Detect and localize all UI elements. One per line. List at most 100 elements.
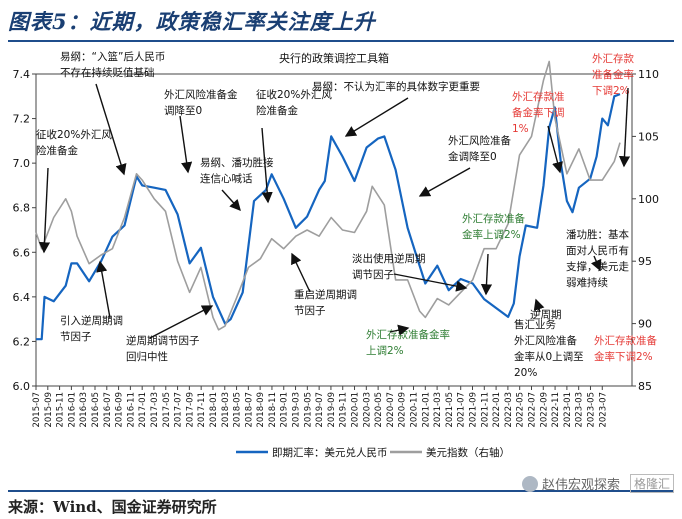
annotation-arrow <box>149 305 214 339</box>
watermark-text: 赵伟宏观探索 <box>541 478 620 493</box>
chart-title: 央行的政策调控工具箱 <box>279 51 389 65</box>
annotation-arrow <box>344 97 409 137</box>
annotation-a10-line: 外汇存款 <box>592 52 634 65</box>
annotation-a18-line: 金率从0上调至 <box>514 350 584 363</box>
x-tick-label: 2020-09 <box>398 392 408 428</box>
annotation-a4-line: 征收20%外汇风 <box>256 88 332 101</box>
annotation-arrow <box>418 167 471 197</box>
annotation-arrow <box>95 83 127 176</box>
x-tick-label: 2023-03 <box>575 392 585 428</box>
annotation-a15-line: 外汇存款准备金率 <box>366 328 450 341</box>
figure-title: 图表5：近期，政策稳汇率关注度上升 <box>8 9 376 34</box>
y-left-tick-label: 6.2 <box>13 335 31 348</box>
x-tick-label: 2019-07 <box>315 392 325 428</box>
y-left-tick-label: 6.6 <box>13 246 31 259</box>
y-right-tick-label: 95 <box>638 255 652 268</box>
annotation-a13-line: 重启逆周期调 <box>294 288 357 301</box>
series-dxy-line <box>35 60 621 331</box>
y-left-tick-label: 7.2 <box>13 113 31 126</box>
annotation-a1-line: 不存在持续贬值基础 <box>60 66 155 79</box>
x-tick-label: 2019-03 <box>292 392 302 428</box>
annotation-arrow <box>547 125 563 174</box>
annotation-arrow <box>590 255 602 272</box>
annotation-a6-line: 易纲、潘功胜接 <box>200 156 274 169</box>
x-tick-label: 2021-03 <box>433 392 443 428</box>
x-tick-label: 2017-07 <box>174 392 184 428</box>
x-tick-label: 2023-07 <box>598 392 608 428</box>
source-note: 来源：Wind、国金证券研究所 <box>8 498 217 516</box>
x-tick-label: 2017-11 <box>197 392 207 428</box>
annotation-a17-line: 面对人民币有 <box>566 244 629 257</box>
y-right-tick-label: 100 <box>638 193 659 206</box>
annotation-a18-line: 20% <box>514 367 537 379</box>
x-tick-label: 2016-05 <box>91 392 101 428</box>
x-tick-label: 2017-09 <box>185 392 195 428</box>
x-tick-label: 2020-01 <box>351 392 361 428</box>
x-tick-label: 2016-09 <box>115 392 125 428</box>
title-rule <box>8 40 674 42</box>
annotation-a9-line: 1% <box>512 123 529 135</box>
annotation-a7-line: 金调降至0 <box>448 150 497 163</box>
annotation-arrow <box>480 253 493 296</box>
x-tick-label: 2016-03 <box>79 392 89 428</box>
y-right-tick-label: 110 <box>638 68 659 81</box>
x-tick-label: 2023-05 <box>586 392 596 428</box>
annotation-a1-line: 易纲：“入篮”后人民币 <box>60 50 165 63</box>
annotation-arrow <box>221 189 241 212</box>
annotation-a14-line: 淡出使用逆周期 <box>352 252 426 265</box>
x-tick-label: 2018-11 <box>268 392 278 428</box>
x-tick-label: 2016-11 <box>126 392 136 428</box>
x-tick-label: 2022-07 <box>527 392 537 428</box>
y-right-tick-label: 85 <box>638 380 652 393</box>
annotation-a7-line: 外汇风险准备 <box>448 134 511 147</box>
annotation-a11-line: 引入逆周期调 <box>60 314 123 327</box>
annotation-arrow <box>179 115 193 174</box>
annotation-a10-line: 下调2% <box>592 85 630 97</box>
x-tick-label: 2018-07 <box>244 392 254 428</box>
annotation-arrow <box>291 252 311 293</box>
x-tick-label: 2019-05 <box>303 392 313 428</box>
annotation-a13-line: 节因子 <box>294 305 326 317</box>
annotation-a18-line: 外汇风险准备 <box>514 334 577 347</box>
annotation-a15-line: 上调2% <box>366 345 404 357</box>
annotation-a12-line: 逆周期调节因子 <box>126 334 200 347</box>
x-tick-label: 2022-09 <box>539 392 549 428</box>
y-right-tick-label: 90 <box>638 318 652 331</box>
x-tick-label: 2022-11 <box>551 392 561 428</box>
x-tick-label: 2017-05 <box>162 392 172 428</box>
legend-dxy-label: 美元指数（右轴） <box>426 446 510 459</box>
x-tick-label: 2019-09 <box>327 392 337 428</box>
chart: 央行的政策调控工具箱 6.0 6.2 6.4 6.6 6.8 7.0 7.2 7.4 85 90 95… <box>13 50 660 459</box>
x-tick-label: 2020-11 <box>410 392 420 428</box>
annotation-a12-line: 回归中性 <box>126 350 168 363</box>
y-left-tick-label: 7.4 <box>13 68 31 81</box>
y-left-tick-label: 7.0 <box>13 157 31 170</box>
annotation-a6-line: 连信心喊话 <box>200 172 253 185</box>
y-left-tick-label: 6.8 <box>13 202 31 215</box>
watermark: 赵伟宏观探索 格隆汇 <box>521 474 674 493</box>
annotation-a8-line: 金率上调2% <box>462 228 521 241</box>
x-tick-label: 2022-03 <box>504 392 514 428</box>
annotation-a3-line: 调降至0 <box>164 104 202 117</box>
x-tick-label: 2021-01 <box>421 392 431 428</box>
x-tick-label: 2018-09 <box>256 392 266 428</box>
x-tick-label: 2018-03 <box>221 392 231 428</box>
x-tick-label: 2016-01 <box>67 392 77 428</box>
x-tick-label: 2017-01 <box>138 392 148 428</box>
x-tick-label: 2020-03 <box>362 392 372 428</box>
annotation-a3-line: 外汇风险准备金 <box>164 88 238 101</box>
x-tick-label: 2019-01 <box>280 392 290 428</box>
annotation-a9-line: 备金率下调 <box>512 106 565 119</box>
x-tick-label: 2023-01 <box>563 392 573 428</box>
annotation-arrow <box>533 298 545 313</box>
annotation-a10-line: 准备金率 <box>592 68 634 81</box>
annotation-a17-line: 潘功胜：基本 <box>566 228 629 241</box>
series-usdcny-line <box>36 93 621 341</box>
annotation-a2-line: 险准备金 <box>36 144 78 157</box>
annotation-a11-line: 节因子 <box>60 331 92 343</box>
annotation-a14-line: 调节因子 <box>352 269 394 281</box>
annotation-arrow <box>618 87 631 168</box>
x-tick-label: 2021-07 <box>457 392 467 428</box>
x-tick-label: 2021-11 <box>480 392 490 428</box>
x-tick-label: 2018-01 <box>209 392 219 428</box>
